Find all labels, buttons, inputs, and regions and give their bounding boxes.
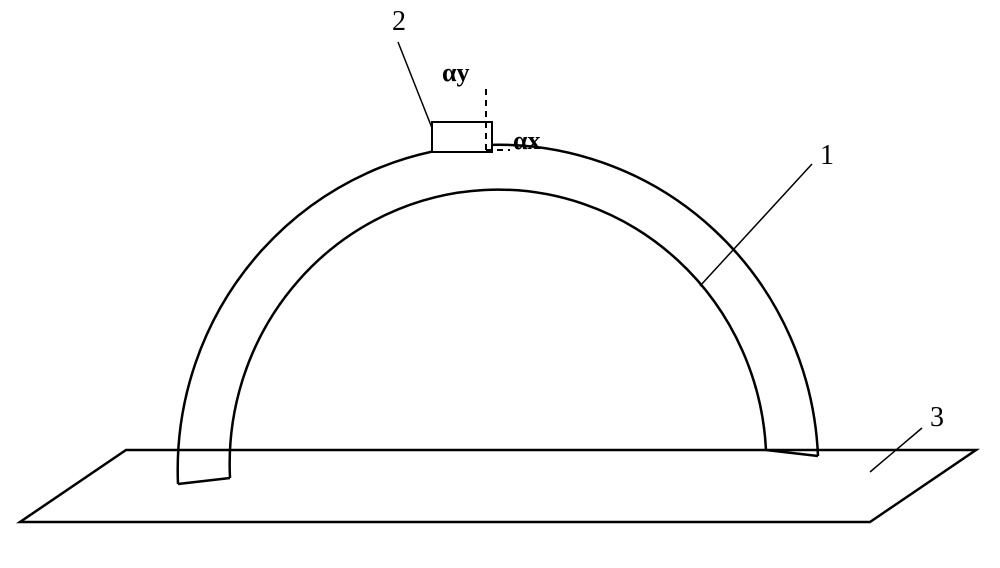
base-plate (20, 450, 976, 522)
axis-y-label: αy (442, 58, 470, 88)
callout-1: 1 (820, 140, 834, 172)
arch (178, 145, 818, 484)
axis-x-label: αx (513, 126, 541, 156)
diagram-svg (0, 0, 1000, 563)
technical-diagram: 1 2 3 αy αx (0, 0, 1000, 563)
callout-3: 3 (930, 402, 944, 434)
sensor-box (432, 122, 492, 152)
callout-2: 2 (392, 6, 406, 38)
leader-lines (398, 42, 922, 472)
